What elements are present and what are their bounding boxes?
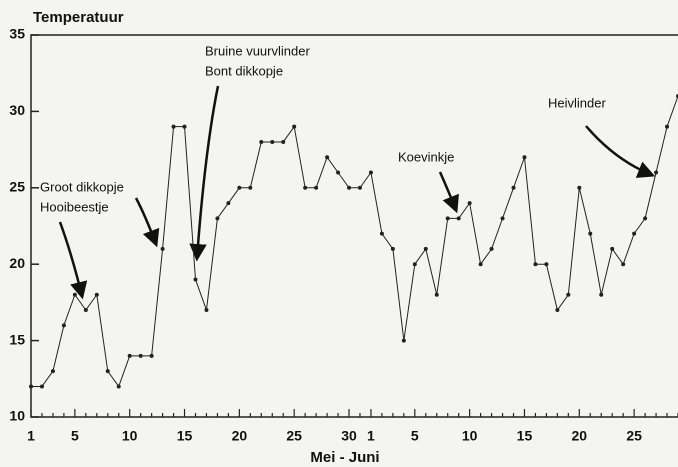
point xyxy=(445,216,450,221)
arrow xyxy=(189,85,220,262)
point xyxy=(336,170,341,175)
point xyxy=(160,246,165,251)
point xyxy=(83,308,88,313)
y-tick-label: 30 xyxy=(9,102,25,118)
y-tick-label: 25 xyxy=(9,179,25,195)
point xyxy=(632,231,637,236)
point xyxy=(654,170,659,175)
point xyxy=(226,201,231,206)
plot-frame xyxy=(30,34,678,418)
point xyxy=(270,139,275,144)
x-tick-label: 15 xyxy=(517,428,533,444)
point xyxy=(621,262,626,267)
point xyxy=(303,185,308,190)
point xyxy=(368,170,373,175)
point xyxy=(105,369,110,374)
y-tick-label: 10 xyxy=(9,408,25,424)
point xyxy=(577,185,582,190)
x-tick-label: 20 xyxy=(232,428,248,444)
point xyxy=(643,216,648,221)
annotation: Bruine vuurvlinder xyxy=(205,43,310,58)
point xyxy=(215,216,220,221)
y-tick-label: 15 xyxy=(9,331,25,347)
annotation-arrows xyxy=(58,85,656,300)
point xyxy=(456,216,461,221)
point xyxy=(478,262,483,267)
point xyxy=(204,308,209,313)
x-axis-label: Mei - Juni xyxy=(310,449,379,466)
point xyxy=(390,246,395,251)
x-tick-label: 15 xyxy=(177,428,193,444)
annotation: Hooibeestje xyxy=(40,199,109,214)
x-tick-label: 10 xyxy=(122,428,138,444)
point xyxy=(610,246,615,251)
point xyxy=(665,124,670,129)
line xyxy=(31,95,678,388)
point xyxy=(347,185,352,190)
point xyxy=(182,124,187,129)
x-tick-label: 5 xyxy=(71,428,79,444)
point xyxy=(94,292,99,297)
arrow xyxy=(438,171,459,214)
point xyxy=(588,231,593,236)
point xyxy=(357,185,362,190)
point xyxy=(434,292,439,297)
x-tick-label: 20 xyxy=(572,428,588,444)
point xyxy=(412,262,417,267)
point xyxy=(533,262,538,267)
point xyxy=(72,292,77,297)
point xyxy=(292,124,297,129)
point xyxy=(259,139,264,144)
point xyxy=(489,246,494,251)
point xyxy=(599,292,604,297)
point xyxy=(379,231,384,236)
x-tick-label: 25 xyxy=(286,428,302,444)
point xyxy=(29,384,33,389)
point xyxy=(401,338,406,343)
point xyxy=(171,124,176,129)
point xyxy=(61,323,66,328)
arrow xyxy=(134,197,160,248)
point xyxy=(566,292,571,297)
y-tick-label: 20 xyxy=(9,255,25,271)
annotation: Groot dikkopje xyxy=(40,179,124,194)
annotation: Heivlinder xyxy=(548,95,606,110)
point xyxy=(193,277,198,282)
point xyxy=(149,353,154,358)
y-tick-label: 35 xyxy=(9,26,25,42)
point xyxy=(116,384,121,389)
point xyxy=(544,262,549,267)
x-tick-label: 25 xyxy=(626,428,642,444)
arrow xyxy=(585,125,656,178)
annotation: Bont dikkopje xyxy=(205,63,283,78)
point xyxy=(555,308,560,313)
x-tick-label: 30 xyxy=(341,428,357,444)
arrow xyxy=(58,221,88,300)
x-tick-label: 1 xyxy=(27,428,35,444)
x-tick-label: 5 xyxy=(411,428,419,444)
x-tick-label: 10 xyxy=(462,428,478,444)
point xyxy=(50,369,55,374)
annotation: Koevinkje xyxy=(398,149,454,164)
point xyxy=(138,353,143,358)
point xyxy=(237,185,242,190)
point xyxy=(467,201,472,206)
point xyxy=(39,384,44,389)
point xyxy=(248,185,253,190)
point xyxy=(127,353,132,358)
point xyxy=(511,185,516,190)
point xyxy=(281,139,286,144)
point xyxy=(423,246,428,251)
point xyxy=(500,216,505,221)
point xyxy=(325,155,330,160)
point xyxy=(522,155,527,160)
x-tick-label: 1 xyxy=(367,428,375,444)
point xyxy=(314,185,319,190)
chart-title: Temperatuur xyxy=(33,9,124,26)
